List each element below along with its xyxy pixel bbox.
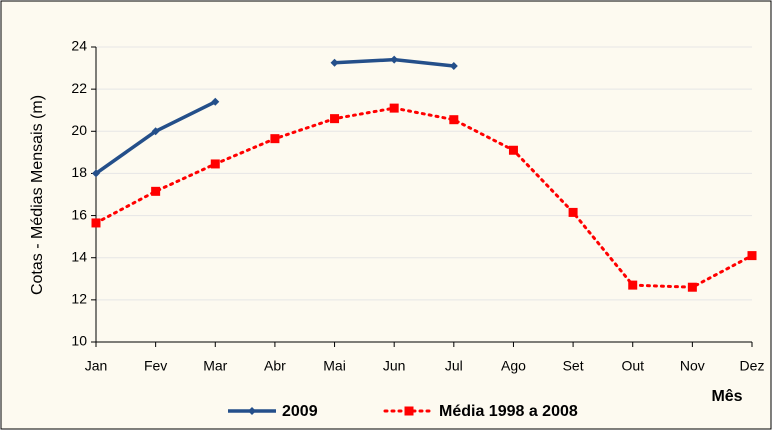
marker xyxy=(270,134,280,144)
marker xyxy=(390,55,399,64)
y-tick-label: 12 xyxy=(71,291,87,307)
marker xyxy=(210,159,220,169)
x-tick-label: Out xyxy=(621,358,644,374)
x-tick-label: Abr xyxy=(264,358,286,374)
marker xyxy=(747,251,757,261)
marker xyxy=(330,114,340,124)
x-tick-label: Mai xyxy=(323,358,346,374)
x-tick-label: Jan xyxy=(85,358,108,374)
marker xyxy=(508,145,518,155)
x-axis-label: Mês xyxy=(711,388,742,405)
marker xyxy=(404,406,414,416)
y-tick-label: 10 xyxy=(71,333,87,349)
series-line xyxy=(94,106,754,289)
marker xyxy=(389,103,399,113)
x-tick-label: Jun xyxy=(383,358,406,374)
marker xyxy=(330,58,339,67)
x-tick-label: Fev xyxy=(144,358,167,374)
marker xyxy=(151,127,160,136)
marker xyxy=(449,115,459,125)
y-tick-label: 18 xyxy=(71,164,87,180)
marker xyxy=(628,280,638,290)
marker xyxy=(449,61,458,70)
marker xyxy=(687,282,697,292)
y-tick-label: 24 xyxy=(71,38,87,54)
y-tick-label: 20 xyxy=(71,122,87,138)
x-tick-label: Set xyxy=(563,358,584,374)
legend-label: 2009 xyxy=(282,403,318,420)
legend-label: Média 1998 a 2008 xyxy=(439,403,578,420)
x-tick-label: Jul xyxy=(445,358,463,374)
y-tick-label: 22 xyxy=(71,80,87,96)
x-tick-label: Mar xyxy=(203,358,227,374)
x-tick-label: Nov xyxy=(680,358,705,374)
marker xyxy=(211,97,220,106)
x-tick-label: Dez xyxy=(740,358,765,374)
marker xyxy=(91,218,101,228)
marker xyxy=(92,169,100,178)
y-axis-label: Cotas - Médias Mensais (m) xyxy=(29,95,46,295)
marker xyxy=(151,186,161,196)
marker xyxy=(568,207,578,217)
x-tick-label: Ago xyxy=(501,358,526,374)
marker xyxy=(248,407,256,415)
y-tick-label: 14 xyxy=(71,248,87,264)
y-tick-label: 16 xyxy=(71,206,87,222)
